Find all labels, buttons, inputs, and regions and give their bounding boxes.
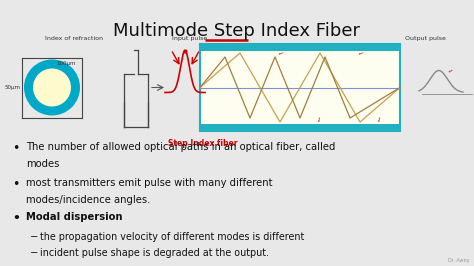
Bar <box>200 44 400 51</box>
Text: −: − <box>30 232 38 242</box>
Text: ✓: ✓ <box>276 51 284 59</box>
Text: 100μm: 100μm <box>56 60 75 65</box>
Text: Output pulse: Output pulse <box>405 36 446 41</box>
Text: Index of refraction: Index of refraction <box>45 36 103 41</box>
Text: •: • <box>12 212 20 225</box>
Bar <box>200 44 400 131</box>
Text: •: • <box>12 142 19 155</box>
Text: the propagation velocity of different modes is different: the propagation velocity of different mo… <box>40 232 304 242</box>
Bar <box>200 124 400 131</box>
Text: modes: modes <box>26 159 59 169</box>
Text: −: − <box>30 248 38 258</box>
Text: Step Index fiber: Step Index fiber <box>168 139 237 148</box>
Text: ✓: ✓ <box>376 116 384 124</box>
Circle shape <box>24 60 80 115</box>
Text: Multimode Step Index Fiber: Multimode Step Index Fiber <box>113 22 361 40</box>
Text: incident pulse shape is degraded at the output.: incident pulse shape is degraded at the … <box>40 248 269 258</box>
Text: ✓: ✓ <box>356 51 364 59</box>
Text: Input pulse: Input pulse <box>173 36 208 41</box>
Text: •: • <box>12 178 19 191</box>
Bar <box>200 51 400 124</box>
Text: most transmitters emit pulse with many different: most transmitters emit pulse with many d… <box>26 178 273 188</box>
Circle shape <box>33 69 71 106</box>
Bar <box>200 44 400 131</box>
Text: 50μm: 50μm <box>5 85 21 90</box>
Text: ✓: ✓ <box>316 116 324 124</box>
Text: The number of allowed optical paths in an optical fiber, called: The number of allowed optical paths in a… <box>26 142 336 152</box>
Text: Modal dispersion: Modal dispersion <box>26 212 122 222</box>
Text: modes/incidence angles.: modes/incidence angles. <box>26 195 150 205</box>
Text: ✓: ✓ <box>446 69 454 76</box>
Text: Dr. Awny: Dr. Awny <box>448 258 470 263</box>
